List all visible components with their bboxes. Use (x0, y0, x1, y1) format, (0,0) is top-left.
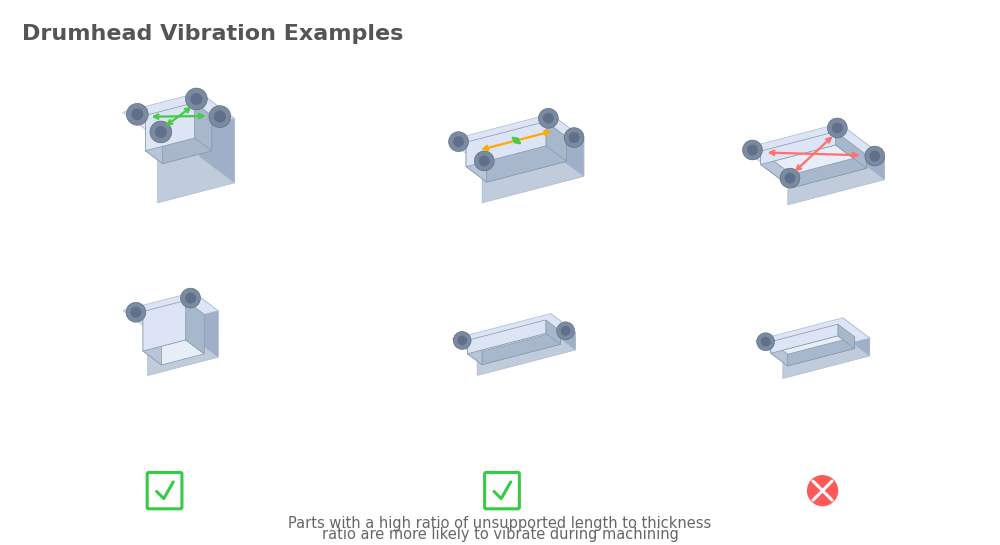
Polygon shape (467, 320, 546, 354)
Polygon shape (143, 312, 162, 365)
Polygon shape (143, 340, 204, 365)
Polygon shape (843, 318, 870, 356)
Circle shape (784, 173, 795, 184)
Polygon shape (771, 342, 788, 366)
Polygon shape (743, 124, 885, 183)
Polygon shape (145, 116, 163, 164)
Polygon shape (466, 146, 567, 182)
Polygon shape (143, 300, 186, 351)
Polygon shape (771, 336, 855, 366)
Circle shape (131, 108, 143, 120)
Polygon shape (449, 114, 584, 165)
Polygon shape (771, 324, 838, 353)
Circle shape (126, 104, 148, 125)
Polygon shape (551, 114, 584, 177)
Text: Drumhead Vibration Examples: Drumhead Vibration Examples (22, 24, 403, 44)
Text: ratio are more likely to vibrate during machining: ratio are more likely to vibrate during … (322, 527, 678, 542)
Circle shape (747, 144, 758, 155)
Circle shape (185, 293, 196, 304)
Circle shape (214, 111, 226, 123)
Circle shape (827, 118, 847, 138)
Circle shape (185, 88, 207, 110)
Circle shape (543, 113, 554, 124)
Circle shape (557, 322, 575, 340)
Polygon shape (193, 292, 218, 357)
Circle shape (130, 307, 141, 318)
Polygon shape (788, 158, 885, 205)
Polygon shape (551, 313, 575, 350)
Circle shape (209, 106, 231, 128)
Polygon shape (482, 331, 560, 365)
Polygon shape (788, 337, 855, 366)
Polygon shape (452, 313, 575, 358)
Circle shape (761, 337, 771, 347)
FancyBboxPatch shape (485, 473, 519, 509)
Polygon shape (792, 155, 867, 188)
Circle shape (453, 136, 464, 147)
Polygon shape (761, 151, 792, 188)
Polygon shape (148, 311, 218, 376)
Circle shape (743, 140, 762, 160)
Polygon shape (123, 92, 235, 138)
Circle shape (181, 288, 200, 308)
Polygon shape (467, 334, 560, 365)
Circle shape (806, 474, 839, 507)
Polygon shape (145, 138, 212, 163)
Circle shape (190, 93, 202, 105)
Polygon shape (466, 122, 546, 167)
Polygon shape (839, 124, 885, 180)
Polygon shape (195, 102, 212, 151)
Circle shape (457, 336, 467, 346)
Polygon shape (761, 131, 836, 165)
Circle shape (155, 126, 167, 138)
Circle shape (453, 331, 471, 349)
FancyBboxPatch shape (147, 473, 182, 509)
Circle shape (474, 151, 494, 171)
Circle shape (869, 150, 880, 161)
Circle shape (561, 326, 571, 336)
Polygon shape (158, 119, 235, 203)
Circle shape (538, 108, 558, 128)
Polygon shape (836, 131, 867, 168)
Polygon shape (761, 145, 867, 188)
Circle shape (564, 128, 584, 148)
Polygon shape (200, 92, 235, 183)
Polygon shape (546, 320, 560, 344)
Circle shape (757, 333, 775, 350)
Polygon shape (186, 300, 204, 354)
Circle shape (150, 121, 172, 143)
Polygon shape (482, 139, 584, 203)
Circle shape (479, 155, 490, 166)
Circle shape (780, 168, 800, 188)
Circle shape (126, 302, 146, 322)
Polygon shape (546, 122, 567, 161)
Circle shape (569, 132, 580, 143)
Circle shape (449, 132, 468, 152)
Polygon shape (163, 116, 212, 164)
Polygon shape (477, 332, 575, 376)
Polygon shape (487, 137, 567, 182)
Polygon shape (756, 318, 870, 361)
Circle shape (832, 123, 843, 134)
Polygon shape (467, 340, 482, 365)
Polygon shape (145, 102, 195, 151)
Polygon shape (783, 338, 870, 379)
Polygon shape (123, 292, 218, 329)
Polygon shape (838, 324, 855, 348)
Text: Parts with a high ratio of unsupported length to thickness: Parts with a high ratio of unsupported l… (288, 516, 712, 531)
Circle shape (865, 146, 885, 166)
Polygon shape (466, 142, 487, 182)
